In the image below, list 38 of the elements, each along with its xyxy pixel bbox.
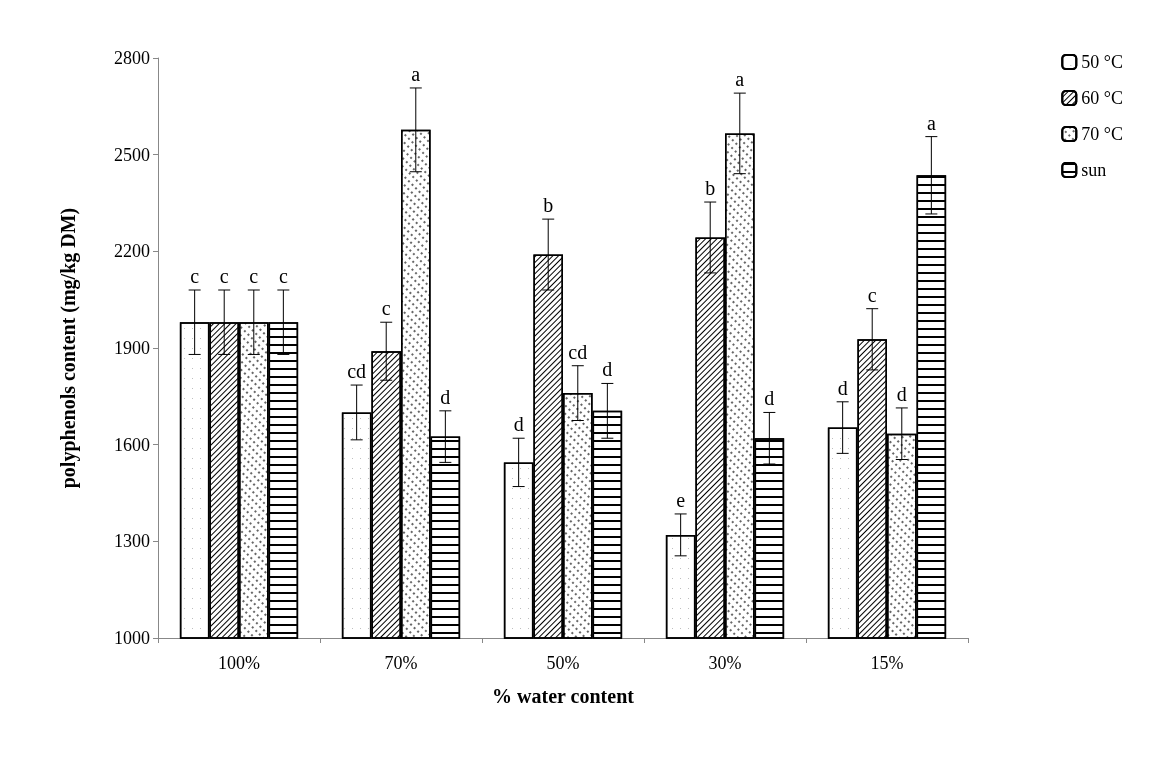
data-label: e (676, 488, 686, 511)
data-label: d (896, 382, 907, 405)
data-label: d (764, 387, 775, 410)
data-label: a (735, 68, 745, 91)
data-label: b (705, 177, 716, 200)
data-label: cd (347, 360, 367, 383)
data-label: c (278, 265, 288, 287)
x-tick-label: 50% (546, 653, 580, 673)
data-label: d (602, 358, 613, 381)
y-tick-label: 2200 (114, 241, 150, 262)
data-label: a (411, 62, 421, 85)
data-label: b (543, 194, 554, 217)
x-tick-label: 15% (870, 653, 904, 673)
data-label: c (190, 265, 200, 287)
y-axis-title: polyphenols content (mg/kg DM) (57, 207, 80, 489)
data-label: c (249, 265, 259, 287)
y-tick-label: 2800 (114, 48, 150, 68)
y-tick-label: 2500 (114, 144, 150, 165)
legend-label: sun (1081, 160, 1107, 180)
x-tick-label: 30% (708, 653, 742, 673)
legend-label: 60 °C (1081, 88, 1124, 108)
x-tick-label: 70% (384, 653, 418, 673)
data-label: d (440, 385, 451, 408)
legend-label: 50 °C (1081, 52, 1124, 72)
data-label: a (926, 111, 936, 134)
data-label: c (381, 297, 391, 320)
data-label: c (867, 283, 877, 306)
y-tick-label: 1300 (114, 531, 150, 552)
data-label: d (513, 413, 524, 436)
x-axis-title: % water content (492, 685, 635, 707)
x-tick-label: 100% (218, 653, 260, 673)
y-tick-label: 1600 (114, 434, 150, 455)
legend-label: 70 °C (1081, 124, 1124, 144)
y-tick-label: 1000 (114, 628, 150, 648)
data-label: c (219, 265, 229, 287)
data-label: d (837, 376, 848, 399)
y-tick-label: 1900 (114, 338, 150, 358)
data-label: cd (568, 340, 588, 363)
